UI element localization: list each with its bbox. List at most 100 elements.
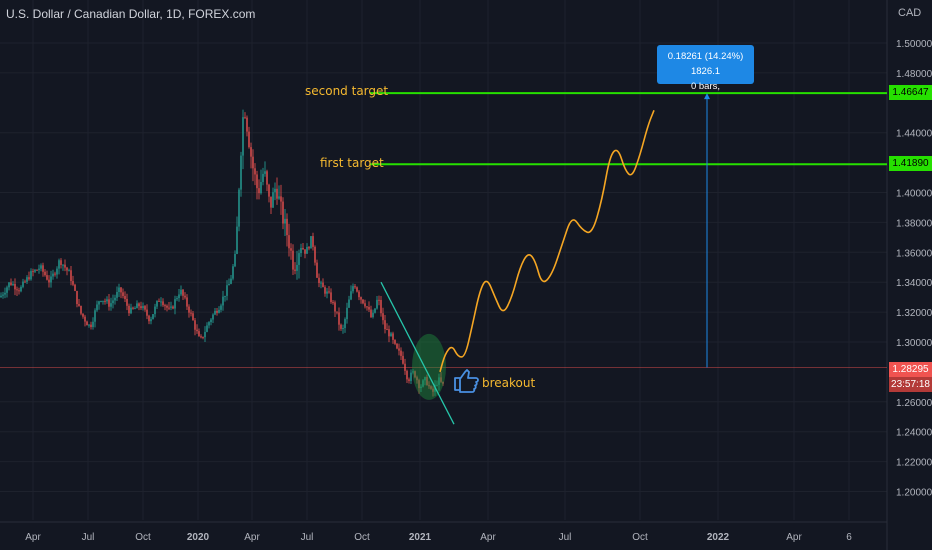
candle-body (296, 264, 298, 271)
y-tick-label: 1.32000 (896, 308, 932, 319)
candle-body (94, 310, 96, 322)
second-target-label: second target (305, 84, 389, 98)
candle-body (274, 188, 276, 193)
projection-path[interactable] (439, 109, 655, 373)
candle-body (210, 319, 212, 323)
candle-body (280, 196, 282, 202)
trendline[interactable] (380, 281, 455, 425)
candle-body (378, 299, 380, 301)
candle-body (306, 247, 308, 254)
candle-body (20, 286, 22, 292)
candle-body (326, 291, 328, 294)
candle-body (360, 297, 362, 300)
candle-body (14, 283, 16, 290)
x-tick-label: Jul (301, 532, 314, 543)
candle-body (134, 308, 136, 310)
candle-body (422, 380, 424, 387)
candle-body (412, 371, 414, 373)
candle-body (120, 287, 122, 293)
candle-body (358, 291, 360, 298)
candle-body (56, 268, 58, 275)
candle-body (42, 265, 44, 272)
candle-body (52, 273, 54, 277)
candle-body (240, 155, 242, 190)
candle-body (70, 270, 72, 282)
candle-body (212, 314, 214, 320)
candle-body (368, 307, 370, 310)
candle-body (246, 117, 248, 132)
candle-body (96, 304, 98, 311)
candle-body (146, 309, 148, 316)
candle-body (242, 117, 244, 156)
candle-body (170, 306, 172, 308)
y-tick-label: 1.38000 (896, 218, 932, 229)
x-tick-label: 2022 (707, 532, 730, 543)
candle-body (286, 218, 288, 236)
candle-body (162, 301, 164, 306)
candle-body (252, 156, 254, 169)
candle-body (6, 287, 8, 293)
candle-body (432, 388, 434, 392)
candle-body (166, 305, 168, 308)
candle-body (430, 386, 432, 389)
x-tick-label: Oct (135, 532, 151, 543)
candle-body (78, 304, 80, 306)
candle-body (154, 306, 156, 315)
x-axis: Apr Jul Oct 2020 Apr Jul Oct 2021 Apr Jul Oct 2022 A… (25, 532, 852, 543)
candle-body (54, 273, 56, 275)
y-tick-label: 1.40000 (896, 189, 932, 200)
candle-body (232, 266, 234, 279)
x-tick-label: Oct (354, 532, 370, 543)
candle-body (12, 283, 14, 285)
candle-body (84, 316, 86, 322)
measure-box[interactable]: 0.18261 (14.24%) 1826.1 0 bars, (657, 45, 754, 92)
x-tick-label: Apr (244, 532, 260, 543)
candle-body (32, 271, 34, 273)
candle-body (62, 264, 64, 266)
second-target-badge: 1.46647 (889, 85, 932, 100)
candle-body (58, 260, 60, 269)
candle-body (300, 248, 302, 254)
candle-body (324, 287, 326, 294)
candle-body (92, 321, 94, 327)
candle-body (118, 287, 120, 293)
candle-body (424, 377, 426, 381)
countdown-badge: 23:57:18 (889, 377, 932, 392)
candle-body (362, 299, 364, 304)
candle-body (282, 201, 284, 224)
candle-body (172, 306, 174, 309)
candle-body (174, 299, 176, 309)
candle-body (168, 307, 170, 309)
candle-body (418, 380, 420, 389)
y-tick-label: 1.30000 (896, 338, 932, 349)
candle-body (342, 328, 344, 330)
candle-body (244, 117, 246, 119)
currency-label[interactable]: CAD (898, 7, 922, 19)
candle-body (208, 322, 210, 326)
candle-body (390, 333, 392, 337)
candle-body (220, 305, 222, 310)
candle-body (380, 299, 382, 314)
candle-body (436, 384, 438, 386)
candle-body (236, 226, 238, 254)
candle-body (396, 343, 398, 349)
candle-body (164, 305, 166, 307)
candle-body (304, 249, 306, 254)
y-tick-label: 1.22000 (896, 458, 932, 469)
candle-body (60, 260, 62, 265)
candle-body (440, 377, 442, 382)
candle-body (194, 320, 196, 330)
candle-body (384, 320, 386, 330)
candle-body (202, 336, 204, 338)
candle-body (74, 284, 76, 291)
candle-body (376, 299, 378, 309)
measure-arrow (704, 93, 710, 100)
candle-body (322, 282, 324, 288)
x-tick-label: Jul (82, 532, 95, 543)
candle-body (410, 372, 412, 381)
candle-body (328, 291, 330, 293)
candle-body (348, 299, 350, 308)
candle-body (10, 282, 12, 285)
candle-body (264, 171, 266, 174)
